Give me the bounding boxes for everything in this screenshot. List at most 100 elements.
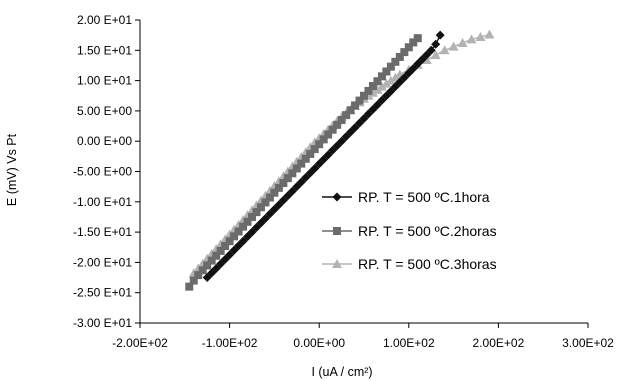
x-tick-label: -2.00E+02 <box>112 336 168 350</box>
tick-labels: 2.00 E+01 1.50 E+01 1.00 E+01 5.00 E+00 0.00… <box>73 13 614 350</box>
data-point-diamond <box>283 191 293 201</box>
y-tick-label: 1.50 E+01 <box>77 43 132 57</box>
data-point-diamond <box>251 223 261 233</box>
y-tick-label: 2.00 E+01 <box>77 13 132 27</box>
data-point-square <box>400 48 409 57</box>
data-point-square <box>185 282 194 291</box>
data-point-square <box>207 256 216 265</box>
data-point-triangle <box>439 45 450 55</box>
data-point-diamond <box>355 118 365 128</box>
data-point-diamond <box>314 159 324 169</box>
y-tick-label: -3.00 E+01 <box>73 316 132 330</box>
data-point-square <box>333 120 342 129</box>
data-point-diamond <box>408 63 418 73</box>
data-point-square <box>382 67 391 76</box>
data-point-diamond <box>211 263 221 273</box>
data-point-diamond <box>422 50 432 60</box>
data-point-square <box>328 125 337 134</box>
legend-entry-2: RP. T = 500 ºC.2horas <box>322 223 497 239</box>
data-point-square <box>234 227 243 236</box>
legend-label-2: RP. T = 500 ºC.2horas <box>358 223 497 239</box>
data-point-diamond <box>310 163 320 173</box>
data-point-diamond <box>229 245 239 255</box>
data-point-square <box>230 232 239 241</box>
data-point-diamond <box>426 45 436 55</box>
data-point-square <box>283 174 292 183</box>
data-point-square <box>404 43 413 52</box>
data-point-triangle <box>475 31 486 41</box>
data-point-triangle <box>385 75 396 85</box>
data-point-square <box>252 208 261 217</box>
y-tick-label: -1.00 E+01 <box>73 195 132 209</box>
y-tick-label: 0.00 E+00 <box>77 134 132 148</box>
data-point-diamond <box>305 168 315 178</box>
x-tick-label: 2.00E+02 <box>473 336 525 350</box>
y-tick-label: 1.00 E+01 <box>77 74 132 88</box>
legend-diamond-marker <box>332 192 342 202</box>
data-point-square <box>364 86 373 95</box>
data-point-diamond <box>399 73 409 83</box>
data-point-square <box>310 145 319 154</box>
data-point-diamond <box>390 82 400 92</box>
data-point-square <box>270 188 279 197</box>
data-point-square <box>221 242 230 251</box>
legend-square-marker <box>333 227 341 235</box>
data-point-square <box>301 154 310 163</box>
legend-entry-3: RP. T = 500 ºC.3horas <box>322 256 497 272</box>
data-point-diamond <box>301 173 311 183</box>
data-point-diamond <box>359 113 369 123</box>
data-point-square <box>391 57 400 66</box>
data-point-square <box>256 203 265 212</box>
data-point-square <box>194 271 203 280</box>
data-point-square <box>279 179 288 188</box>
data-point-square <box>395 52 404 61</box>
data-point-diamond <box>292 182 302 192</box>
data-point-diamond <box>386 86 396 96</box>
data-point-triangle <box>376 81 387 91</box>
data-point-diamond <box>202 273 212 283</box>
data-point-diamond <box>207 268 217 278</box>
data-point-square <box>409 38 418 47</box>
data-point-diamond <box>278 195 288 205</box>
data-point-diamond <box>323 150 333 160</box>
data-point-square <box>297 159 306 168</box>
data-point-square <box>355 96 364 105</box>
data-point-diamond <box>328 145 338 155</box>
x-axis-title: I (uA / cm²) <box>311 365 372 379</box>
y-tick-label: -2.50 E+01 <box>73 286 132 300</box>
data-point-triangle <box>484 29 495 39</box>
data-point-square <box>292 164 301 173</box>
data-point-square <box>216 246 225 255</box>
data-point-square <box>360 91 368 100</box>
data-point-square <box>248 212 256 221</box>
data-point-diamond <box>368 104 378 114</box>
data-point-diamond <box>216 259 226 269</box>
data-point-diamond <box>265 209 275 219</box>
data-point-diamond <box>395 77 405 87</box>
x-tick-label: 1.00E+02 <box>383 336 435 350</box>
data-point-square <box>319 135 328 144</box>
data-point-square <box>203 261 212 270</box>
data-point-diamond <box>256 218 266 228</box>
data-point-diamond <box>274 200 284 210</box>
data-point-square <box>265 193 274 202</box>
data-point-square <box>315 140 324 149</box>
data-point-square <box>368 82 377 91</box>
x-tick-label: 3.00E+02 <box>562 336 614 350</box>
data-point-triangle <box>430 50 441 60</box>
data-point-square <box>386 62 395 71</box>
data-point-diamond <box>413 59 423 69</box>
y-tick-label: -5.00 E+00 <box>73 165 132 179</box>
data-point-square <box>261 198 270 207</box>
data-point-square <box>373 77 382 86</box>
data-point-diamond <box>243 232 253 242</box>
y-tick-label: -1.50 E+01 <box>73 225 132 239</box>
data-point-square <box>189 276 198 285</box>
data-point-square <box>243 217 252 226</box>
data-point-diamond <box>260 213 270 223</box>
data-point-diamond <box>404 68 414 78</box>
data-point-diamond <box>220 254 230 264</box>
x-tick-label: -1.00E+02 <box>202 336 258 350</box>
data-point-triangle <box>390 72 401 82</box>
